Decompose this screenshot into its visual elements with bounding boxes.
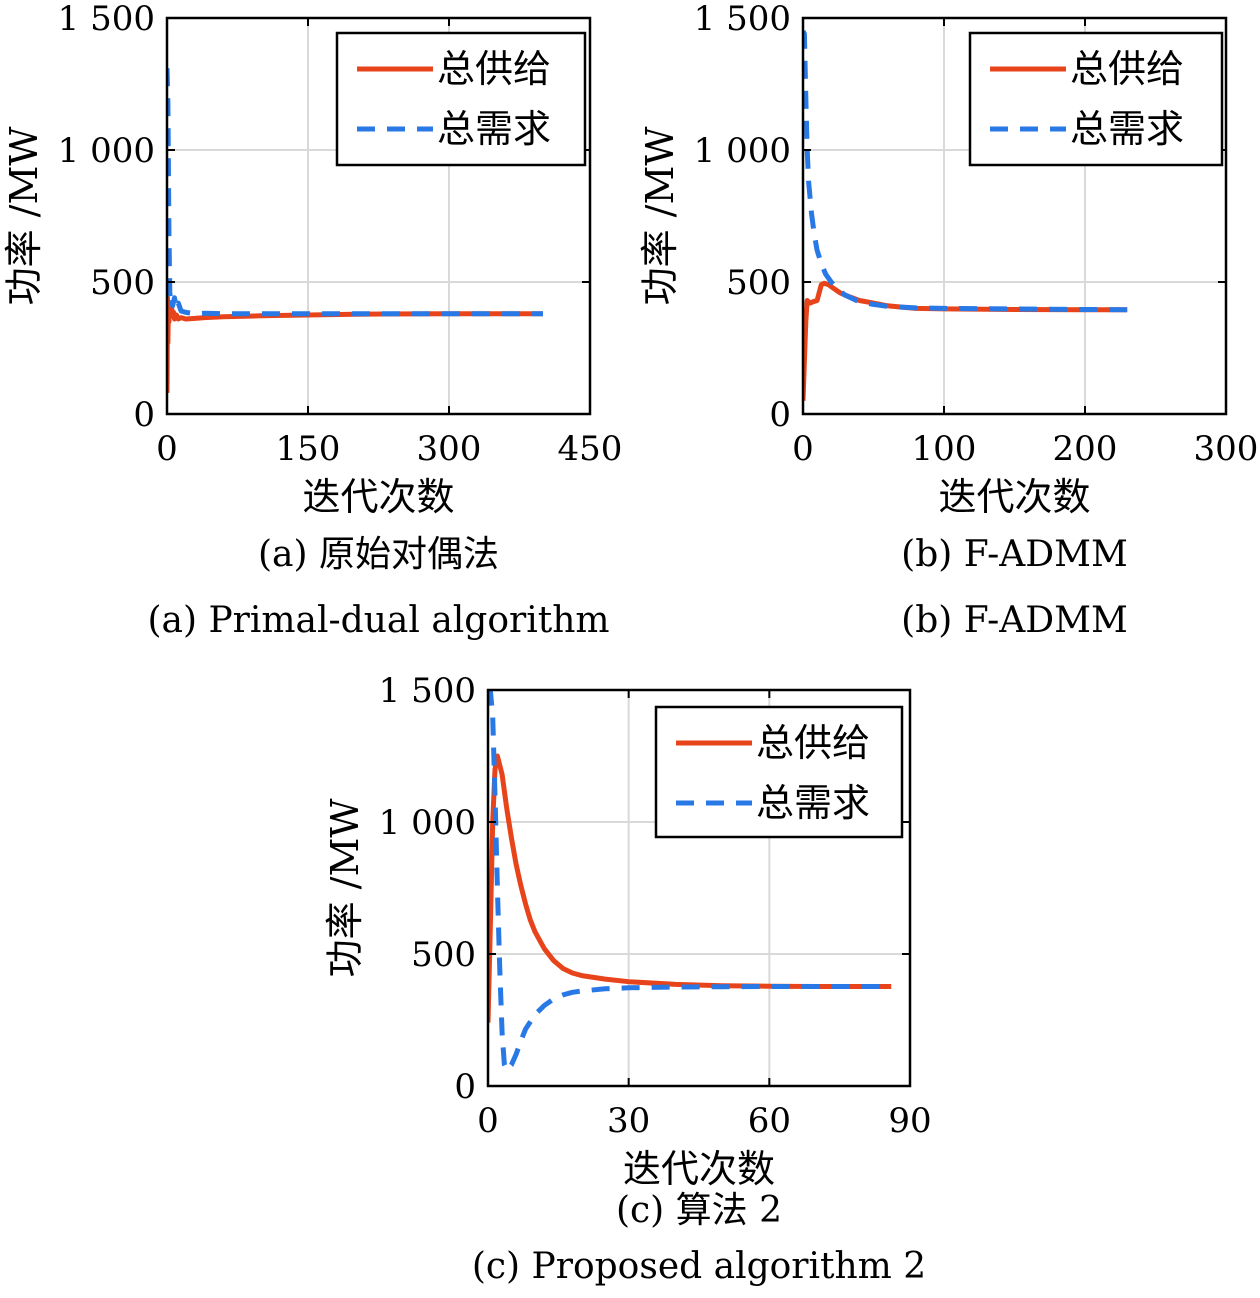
y-tick-label: 500	[90, 263, 155, 303]
x-axis-label: 迭代次数	[938, 475, 1090, 519]
legend-label-0: 总供给	[1070, 47, 1184, 91]
caption-cn: (b) F-ADMM	[901, 534, 1128, 575]
legend-label-1: 总需求	[756, 781, 870, 825]
x-tick-label: 90	[888, 1101, 931, 1141]
y-tick-label: 0	[454, 1067, 476, 1107]
x-tick-label: 0	[792, 429, 814, 469]
y-axis-label: 功率 /MW	[323, 799, 367, 978]
y-tick-label: 1 500	[379, 671, 476, 711]
x-tick-label: 60	[748, 1101, 791, 1141]
axes-box	[801, 16, 1228, 416]
legend-box	[335, 31, 587, 167]
y-tick-label: 1 000	[379, 803, 476, 843]
y-axis-label: 功率 /MW	[2, 127, 46, 306]
y-tick-label: 1 500	[694, 0, 791, 39]
x-tick-label: 300	[417, 429, 482, 469]
y-axis-label: 功率 /MW	[638, 127, 682, 306]
y-tick-label: 500	[726, 263, 791, 303]
legend-box	[654, 705, 904, 839]
y-tick-label: 1 000	[58, 131, 155, 171]
chart-panel-1: 0 100 200 300 0 500 1 000 1 500 迭代次数 功率 /MW 总供给总需求…	[638, 0, 1258, 641]
axes-box	[165, 16, 592, 416]
series-line-1	[803, 30, 1128, 313]
x-tick-label: 30	[607, 1101, 650, 1141]
series-group	[167, 68, 543, 393]
y-tick-label: 1 000	[694, 131, 791, 171]
series-group	[803, 30, 1128, 401]
axes-box	[486, 688, 912, 1088]
x-tick-label: 0	[156, 429, 178, 469]
legend-label-1: 总需求	[437, 107, 551, 151]
series-line-1	[167, 68, 543, 317]
caption-en: (c) Proposed algorithm 2	[472, 1246, 926, 1287]
y-tick-label: 0	[133, 395, 155, 435]
y-tick-label: 0	[769, 395, 791, 435]
x-tick-label: 450	[558, 429, 623, 469]
caption-en: (a) Primal-dual algorithm	[147, 600, 609, 641]
x-axis-label: 迭代次数	[623, 1147, 775, 1191]
caption-cn: (c) 算法 2	[616, 1190, 782, 1231]
series-group	[488, 690, 892, 1073]
x-tick-label: 100	[912, 429, 977, 469]
x-tick-label: 0	[477, 1101, 499, 1141]
series-line-1	[488, 690, 892, 1073]
caption-cn: (a) 原始对偶法	[258, 534, 499, 575]
x-axis-label: 迭代次数	[302, 475, 454, 519]
legend-box	[968, 31, 1224, 167]
legend-label-0: 总供给	[756, 721, 870, 765]
y-tick-label: 500	[411, 935, 476, 975]
caption-en: (b) F-ADMM	[901, 600, 1128, 641]
legend-label-1: 总需求	[1070, 107, 1184, 151]
x-tick-label: 200	[1053, 429, 1118, 469]
x-tick-label: 150	[276, 429, 341, 469]
chart-panel-0: 0 150 300 450 0 500 1 000 1 500 迭代次数 功率 /MW 总供给总需求…	[2, 0, 622, 641]
y-tick-label: 1 500	[58, 0, 155, 39]
x-tick-label: 300	[1194, 429, 1259, 469]
legend-label-0: 总供给	[437, 47, 551, 91]
